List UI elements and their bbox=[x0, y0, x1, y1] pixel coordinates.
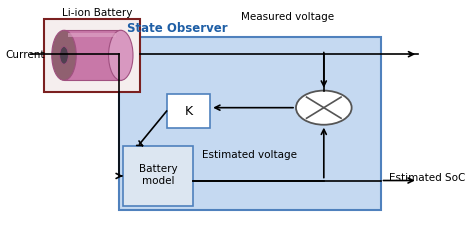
Ellipse shape bbox=[109, 30, 133, 80]
Polygon shape bbox=[64, 30, 121, 80]
FancyBboxPatch shape bbox=[45, 19, 140, 92]
Text: K: K bbox=[184, 105, 192, 117]
FancyBboxPatch shape bbox=[118, 37, 381, 210]
Text: Measured voltage: Measured voltage bbox=[241, 12, 334, 22]
FancyBboxPatch shape bbox=[123, 146, 193, 206]
Text: Battery
model: Battery model bbox=[138, 164, 177, 186]
Text: Estimated SoC: Estimated SoC bbox=[389, 173, 465, 183]
Text: Current: Current bbox=[5, 50, 45, 60]
FancyBboxPatch shape bbox=[167, 94, 210, 128]
Ellipse shape bbox=[296, 91, 352, 125]
Text: Estimated voltage: Estimated voltage bbox=[201, 150, 297, 161]
Polygon shape bbox=[68, 33, 117, 37]
Ellipse shape bbox=[52, 30, 76, 80]
Text: Li-ion Battery: Li-ion Battery bbox=[62, 8, 132, 18]
Text: State Observer: State Observer bbox=[128, 22, 228, 35]
Ellipse shape bbox=[60, 46, 68, 64]
